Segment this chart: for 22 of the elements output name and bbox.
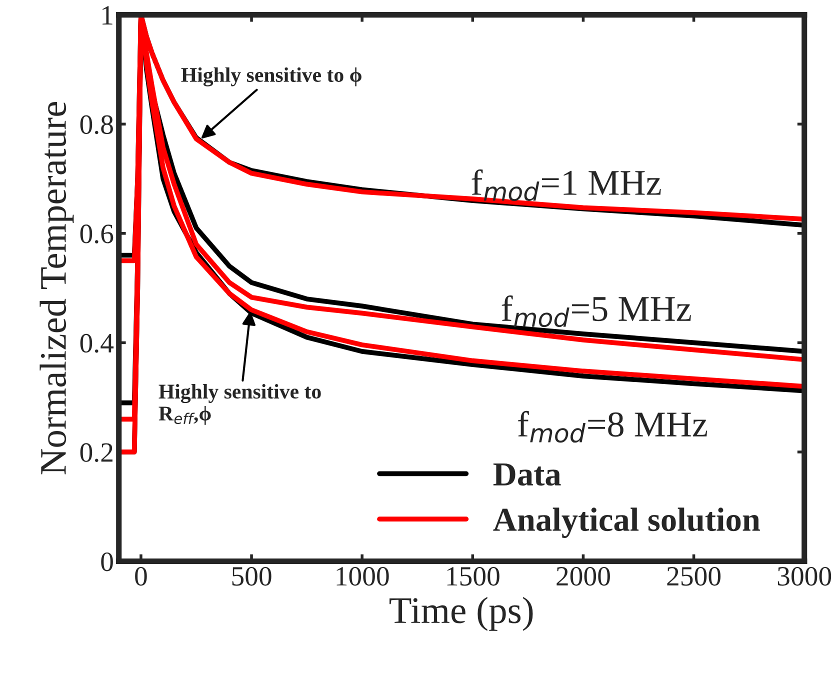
annotation: Highly sensitive to R$_{eff}$,ϕ xyxy=(158,384,321,425)
y-tick-label: 1 xyxy=(102,6,112,24)
legend-label: Data xyxy=(493,463,561,486)
y-axis-title: Normalized Temperature xyxy=(40,102,74,474)
legend-label: Analytical solution xyxy=(493,508,760,538)
x-tick-label: 2000 xyxy=(556,566,610,586)
annotation: Highly sensitive to ϕ xyxy=(181,67,362,86)
x-tick-label: 3000 xyxy=(778,566,832,586)
y-tick-label: 0.4 xyxy=(80,334,114,353)
x-tick-label: 1500 xyxy=(447,566,500,586)
x-tick-label: 500 xyxy=(232,566,272,586)
annotation: f$_{mod}$=8 MHz xyxy=(518,410,708,443)
y-tick-label: 0.8 xyxy=(80,115,113,134)
annotation: f$_{mod}$=5 MHz xyxy=(502,295,691,328)
y-tick-label: 0.6 xyxy=(80,224,114,244)
y-tick-label: 0.2 xyxy=(80,443,112,462)
x-tick-label: 2500 xyxy=(667,566,721,586)
y-tick-label: 0 xyxy=(101,552,113,572)
annotation: f$_{mod}$=1 MHz xyxy=(472,169,661,202)
x-tick-label: 0 xyxy=(135,566,147,586)
x-tick-label: 1000 xyxy=(336,566,389,586)
x-axis-title: Time (ps) xyxy=(390,596,533,631)
